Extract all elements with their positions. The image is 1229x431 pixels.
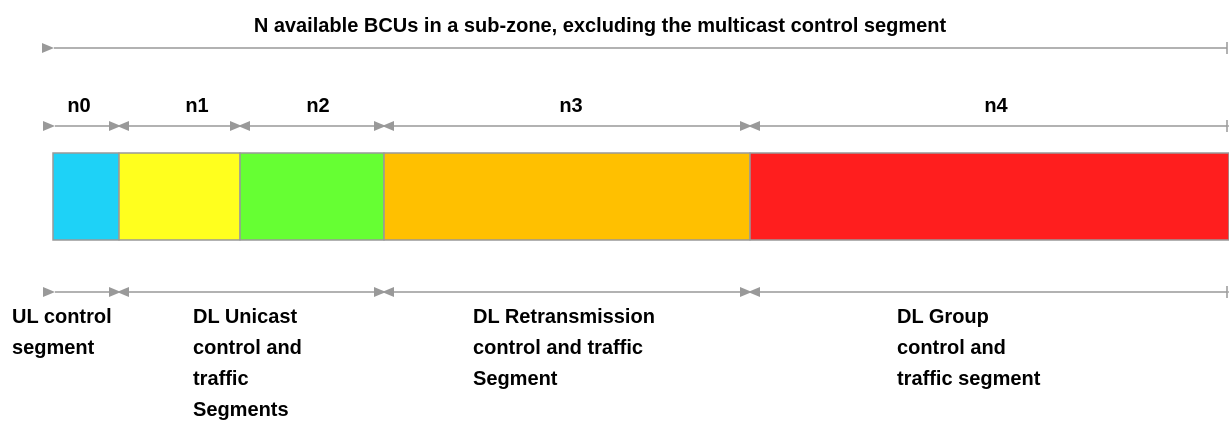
segment: [383, 152, 751, 241]
group-label-line: Segment: [473, 368, 558, 390]
title: N available BCUs in a sub-zone, excludin…: [254, 15, 947, 37]
segment: [239, 152, 385, 241]
segment-label: n3: [559, 95, 582, 117]
group-label-line: control and: [897, 337, 1006, 359]
segment-label: n4: [984, 95, 1008, 117]
group-label-line: Segments: [193, 399, 289, 421]
segment-label: n1: [185, 95, 208, 117]
group-label-line: traffic: [193, 368, 249, 390]
segment: [52, 152, 120, 241]
segment: [118, 152, 241, 241]
group-label-line: traffic segment: [897, 368, 1041, 390]
segment-label: n0: [67, 95, 90, 117]
group-label-line: UL control: [12, 306, 112, 328]
group-label-line: segment: [12, 337, 95, 359]
group-label-line: DL Unicast: [193, 306, 297, 328]
segment-label: n2: [306, 95, 329, 117]
group-label-line: control and traffic: [473, 337, 643, 359]
group-label-line: DL Group: [897, 306, 989, 328]
group-label-line: control and: [193, 337, 302, 359]
group-label-line: DL Retransmission: [473, 306, 655, 328]
segment: [749, 152, 1229, 241]
